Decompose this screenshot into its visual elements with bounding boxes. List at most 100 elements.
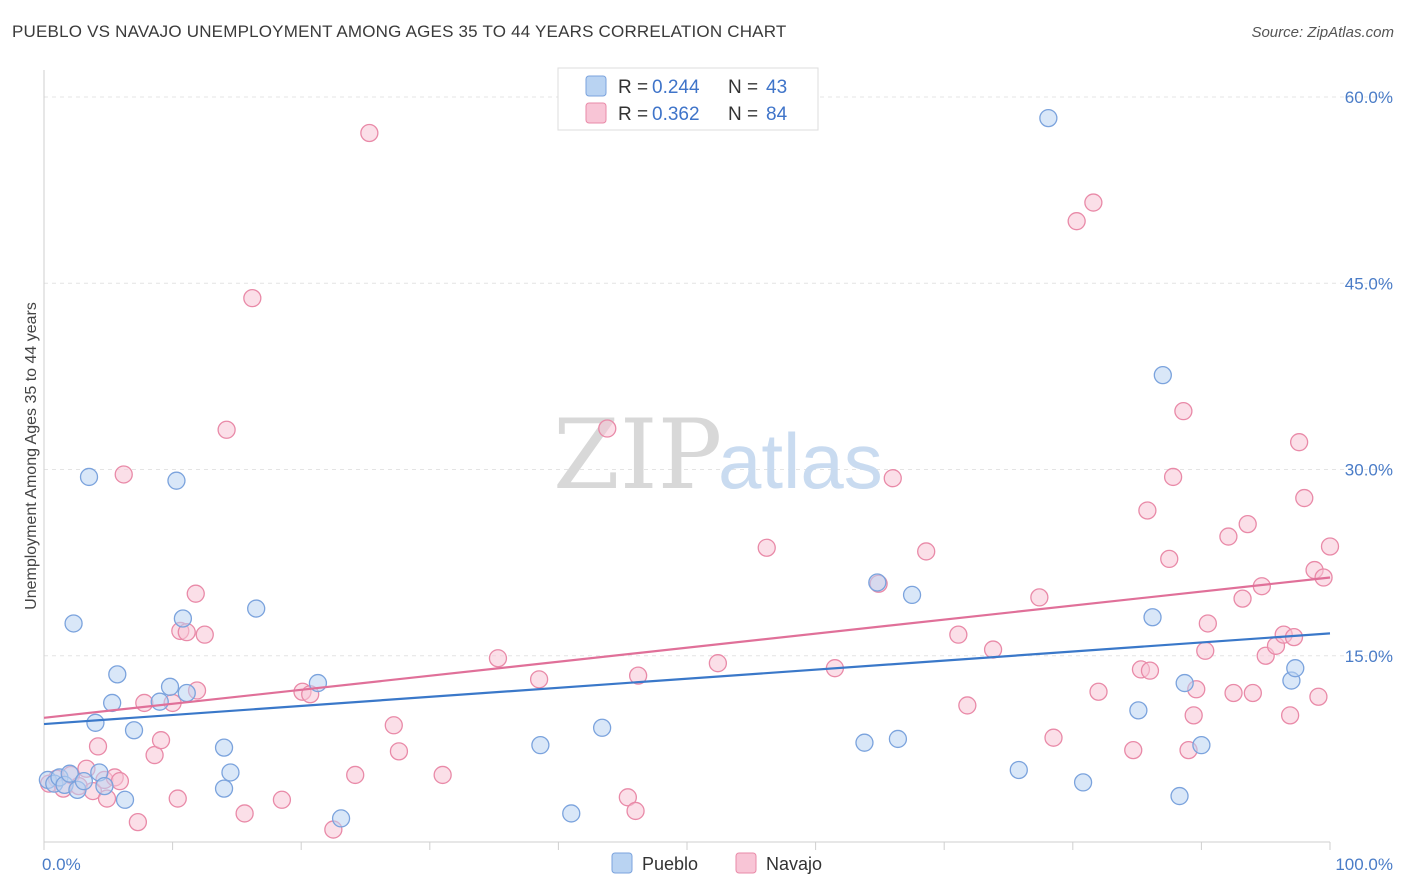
y-tick-label: 45.0%: [1345, 274, 1393, 293]
navajo-point: [1196, 641, 1215, 660]
navajo-point: [1044, 728, 1063, 747]
navajo-point: [1224, 683, 1243, 703]
navajo-point: [389, 742, 409, 761]
pueblo-point: [95, 776, 114, 796]
navajo-point: [1138, 501, 1157, 520]
navajo-point: [186, 584, 205, 603]
bottom-legend-swatch-navajo: [735, 852, 757, 874]
pueblo-point: [888, 729, 908, 749]
navajo-point: [958, 696, 977, 715]
navajo-point: [1219, 527, 1238, 546]
pueblo-point: [1175, 673, 1194, 693]
x-tick-label: 100.0%: [1335, 855, 1393, 874]
pueblo-point: [1129, 701, 1148, 720]
pueblo-point: [214, 738, 234, 757]
legend-n-label-pueblo: N =: [728, 77, 758, 98]
pueblo-point: [1073, 773, 1093, 792]
pueblo-point: [1286, 659, 1305, 678]
navajo-point: [1089, 682, 1108, 701]
y-tick-label: 60.0%: [1345, 88, 1393, 107]
pueblo-point: [221, 763, 240, 782]
legend-n-label-navajo: N =: [728, 104, 758, 125]
navajo-point: [346, 765, 365, 785]
pueblo-point: [79, 467, 99, 487]
legend-r-value-navajo: 0.362: [652, 104, 700, 125]
pueblo-points: [38, 108, 1305, 828]
navajo-point: [1198, 614, 1217, 633]
watermark: ZIP atlas: [553, 399, 883, 511]
legend: R = 0.244 N = 43 R = 0.362 N = 84: [557, 67, 819, 131]
navajo-point: [1309, 687, 1328, 706]
pueblo-point: [592, 718, 612, 737]
navajo-point: [1238, 514, 1257, 534]
source-label: Source: ZipAtlas.com: [1251, 24, 1394, 41]
pueblo-point: [108, 665, 127, 684]
navajo-point: [168, 789, 187, 808]
pueblo-point: [60, 764, 79, 783]
pueblo-point: [1009, 760, 1028, 780]
pueblo-point: [64, 614, 83, 633]
navajo-point: [114, 465, 133, 484]
navajo-point: [151, 731, 171, 750]
pueblo-point: [1143, 608, 1162, 627]
trend-lines: [43, 576, 1331, 726]
navajo-point: [360, 123, 379, 143]
pueblo-point: [331, 809, 351, 828]
navajo-point: [1067, 212, 1086, 231]
navajo-point: [626, 801, 645, 821]
navajo-point: [628, 666, 648, 685]
tick-labels: 15.0% 30.0% 45.0% 60.0% 0.0% 100.0%: [42, 88, 1393, 874]
legend-r-label-pueblo: R =: [618, 77, 648, 98]
navajo-point: [1295, 488, 1314, 508]
pueblo-point: [1170, 786, 1189, 806]
navajo-point: [243, 288, 262, 308]
pueblo-point: [86, 713, 105, 732]
y-axis-label: Unemployment Among Ages 35 to 44 years: [23, 302, 40, 610]
bottom-legend: Pueblo Navajo: [611, 852, 822, 874]
pueblo-point: [562, 804, 581, 823]
pueblo-point: [1153, 365, 1172, 385]
bottom-legend-label-navajo: Navajo: [766, 854, 822, 874]
navajo-point: [135, 693, 154, 713]
navajo-point: [1174, 401, 1193, 421]
navajo-point: [272, 790, 292, 809]
pueblo-point: [115, 790, 135, 809]
pueblo-point: [214, 779, 234, 798]
legend-swatch-pueblo: [585, 75, 607, 97]
pueblo-point: [531, 736, 550, 755]
chart-title: PUEBLO VS NAVAJO UNEMPLOYMENT AMONG AGES…: [12, 22, 787, 41]
navajo-point: [618, 788, 637, 807]
navajo-point: [983, 640, 1003, 659]
legend-r-value-pueblo: 0.244: [652, 77, 700, 98]
navajo-point: [1184, 706, 1203, 725]
navajo-point: [88, 737, 108, 756]
pueblo-point: [247, 599, 266, 618]
navajo-point: [110, 772, 130, 791]
watermark-zip: ZIP: [553, 399, 722, 511]
pueblo-point: [855, 733, 874, 752]
navajo-point: [1280, 706, 1300, 725]
navajo-point: [235, 804, 254, 823]
navajo-point: [949, 625, 968, 644]
legend-r-label-navajo: R =: [618, 104, 648, 125]
navajo-point: [757, 538, 776, 557]
navajo-point: [1160, 549, 1179, 569]
navajo-point: [433, 765, 452, 785]
legend-n-value-pueblo: 43: [766, 77, 787, 98]
navajo-point: [1140, 661, 1160, 680]
navajo-point: [1243, 683, 1262, 703]
axes: [43, 70, 1331, 850]
pueblo-point: [160, 677, 180, 696]
navajo-point: [384, 716, 403, 735]
y-tick-label: 15.0%: [1345, 647, 1393, 666]
navajo-point: [1289, 433, 1309, 452]
navajo-point: [1163, 467, 1183, 487]
bottom-legend-label-pueblo: Pueblo: [642, 854, 698, 874]
navajo-point: [708, 654, 728, 673]
navajo-point: [529, 670, 549, 689]
pueblo-point: [868, 573, 887, 592]
navajo-trend-line: [43, 576, 1331, 719]
navajo-point: [917, 542, 936, 561]
navajo-point: [128, 812, 148, 832]
